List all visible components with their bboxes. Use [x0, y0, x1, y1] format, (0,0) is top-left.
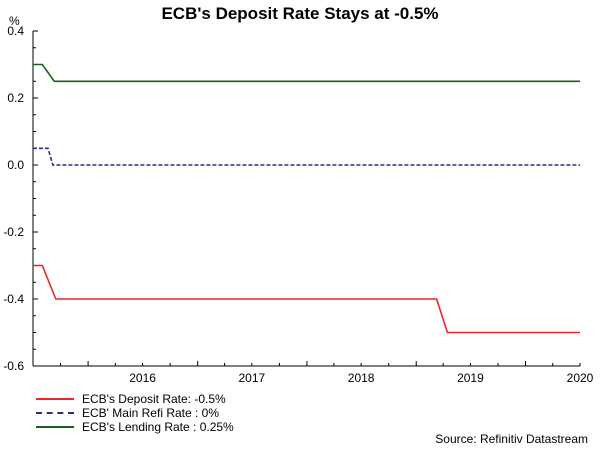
legend-swatch — [36, 398, 74, 400]
axes: -0.6 -0.4 -0.2 0.0 0.2 0.4 2016 2017 2018 2019 202… — [3, 24, 593, 385]
y-tick-label: 0.0 — [7, 158, 24, 172]
x-tick-label: 2018 — [348, 371, 375, 385]
series-line-2 — [33, 147, 580, 166]
y-tick-label: 0.2 — [7, 91, 24, 105]
x-tick-label: 2016 — [129, 371, 156, 385]
legend-label: ECB's Lending Rate : 0.25% — [82, 420, 234, 434]
legend-item: ECB's Lending Rate : 0.25% — [36, 420, 234, 434]
x-tick-label: 2017 — [239, 371, 266, 385]
chart-title: ECB's Deposit Rate Stays at -0.5% — [161, 4, 439, 23]
legend-item: ECB' Main Refi Rate : 0% — [36, 406, 234, 420]
legend-label: ECB's Deposit Rate: -0.5% — [82, 392, 226, 406]
line-chart: -0.6 -0.4 -0.2 0.0 0.2 0.4 2016 2017 2018 2019 202… — [3, 24, 593, 385]
y-tick-label: -0.6 — [3, 359, 24, 373]
y-unit-label: % — [9, 14, 20, 28]
source-note: Source: Refinitiv Datastream — [435, 432, 588, 446]
series-line-1 — [33, 264, 580, 334]
legend: ECB's Deposit Rate: -0.5% ECB' Main Refi … — [36, 392, 234, 434]
legend-item: ECB's Deposit Rate: -0.5% — [36, 392, 234, 406]
y-tick-label: -0.2 — [3, 225, 24, 239]
y-tick-label: 0.4 — [7, 24, 24, 38]
legend-swatch — [36, 426, 74, 428]
legend-swatch — [36, 412, 74, 414]
x-tick-label: 2019 — [457, 371, 484, 385]
legend-label: ECB' Main Refi Rate : 0% — [82, 406, 220, 420]
plot-lines — [33, 63, 580, 334]
x-tick-label: 2020 — [567, 371, 594, 385]
series-line-3 — [33, 63, 580, 83]
y-tick-label: -0.4 — [3, 292, 24, 306]
